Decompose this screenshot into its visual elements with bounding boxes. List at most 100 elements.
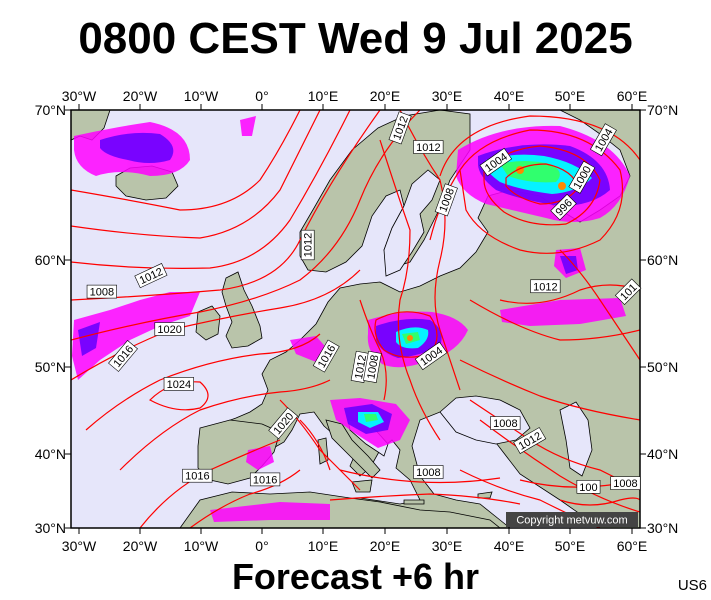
isobar-label-box	[490, 416, 521, 430]
bottom-lon-label: 30°E	[432, 538, 463, 554]
top-lon-label: 20°E	[370, 88, 401, 104]
land-cyprus	[477, 491, 493, 499]
land-ireland	[195, 305, 221, 341]
right-lat-label: 60°N	[647, 252, 678, 268]
right-lat-label: 70°N	[647, 102, 678, 118]
left-lat-label: 60°N	[35, 252, 66, 268]
copyright-badge: Copyright metvuw.com	[506, 512, 638, 527]
copyright-text: Copyright metvuw.com	[516, 515, 627, 527]
isobar-label: 1012	[300, 229, 315, 261]
isobar-label-text: 1012	[416, 142, 440, 154]
isobar-label: 1008	[490, 416, 521, 430]
isobar-label: 1008	[363, 350, 382, 383]
bottom-lon-label: 30°W	[62, 538, 97, 554]
land-crete	[403, 499, 425, 505]
top-lon-label: 50°E	[555, 88, 586, 104]
bottom-lon-label: 0°	[255, 538, 268, 554]
top-lon-label: 30°W	[62, 88, 97, 104]
isobar-label-box	[413, 465, 444, 479]
isobar-label-box	[513, 427, 547, 454]
isobar-label-text: 1012	[533, 281, 557, 293]
isobar-label-text: 1016	[253, 474, 277, 486]
isobars	[71, 110, 640, 528]
isobar-label-box	[568, 160, 596, 194]
isobar-label-box	[163, 377, 194, 391]
sea-caspian	[559, 401, 593, 477]
isobar-label-box	[576, 479, 601, 494]
isobar-label-text: 1024	[167, 379, 191, 391]
isobar-label: 1008	[86, 284, 117, 299]
top-lon-label: 30°E	[432, 88, 463, 104]
isobar-label: 1012	[413, 140, 444, 154]
isobar-label-box	[414, 341, 448, 371]
left-lat-label: 70°N	[35, 102, 66, 118]
top-lon-label: 10°W	[184, 88, 219, 104]
isobar-label: 1020	[154, 322, 185, 336]
isobar-label-box	[550, 193, 577, 221]
isobar-label-box	[388, 111, 412, 145]
isobar-label-box	[268, 407, 299, 440]
left-lat-label: 30°N	[35, 520, 66, 536]
isobar-label-box	[610, 476, 641, 490]
isobar-label: 1008	[610, 476, 641, 490]
isobar-label-box	[108, 340, 138, 372]
bottom-lon-label: 20°E	[370, 538, 401, 554]
left-lat-label: 50°N	[35, 359, 66, 375]
isobar-label-text: 1016	[185, 471, 209, 483]
isobar-label-box	[479, 147, 513, 177]
isobar-label-text: 1008	[90, 287, 114, 299]
isobar-label-box	[590, 123, 617, 157]
isobar-label-box	[300, 229, 315, 261]
left-latitude-labels: 70°N 60°N 50°N 40°N 30°N	[35, 102, 66, 536]
top-lon-label: 60°E	[617, 88, 648, 104]
right-lat-label: 50°N	[647, 359, 678, 375]
isobar-label-box	[614, 278, 642, 305]
isobar-label-box	[413, 140, 444, 154]
isobar-label-box	[134, 263, 168, 289]
isobar-label: 1012	[530, 279, 561, 294]
land-italy	[325, 419, 381, 479]
top-lon-label: 40°E	[494, 88, 525, 104]
isobar-label: 1016	[182, 468, 213, 483]
bottom-lon-label: 20°W	[123, 538, 158, 554]
isobar-label-box	[182, 468, 213, 483]
right-lat-label: 30°N	[647, 520, 678, 536]
map-frame	[70, 109, 641, 529]
isobar-label-box	[434, 183, 458, 217]
right-lat-label: 40°N	[647, 446, 678, 462]
top-lon-label: 0°	[255, 88, 268, 104]
top-lon-label: 10°E	[308, 88, 339, 104]
bottom-lon-label: 50°E	[555, 538, 586, 554]
top-lon-label: 20°W	[123, 88, 158, 104]
isobar-label-text: 1008	[416, 467, 440, 479]
isobar-label-text: 1008	[493, 418, 517, 430]
isobar-label: 100	[576, 479, 601, 494]
forecast-label: Forecast +6 hr	[231, 556, 480, 597]
tick-marks	[65, 104, 646, 534]
isobar-label-box	[154, 322, 185, 336]
sea-black	[439, 395, 531, 445]
model-code: US6	[677, 577, 707, 594]
sea-baltic	[383, 169, 441, 277]
isobar-label-box	[363, 350, 382, 383]
bottom-lon-label: 40°E	[494, 538, 525, 554]
bottom-longitude-labels: 30°W 20°W 10°W 0° 10°E 20°E 30°E 40°E 50…	[62, 538, 647, 554]
map-title: 0800 CEST Wed 9 Jul 2025	[78, 14, 633, 63]
isobar-label-box	[312, 339, 340, 373]
isobar-label-text: 100	[579, 482, 597, 494]
isobar-label: 1024	[163, 377, 194, 391]
bottom-lon-label: 10°E	[308, 538, 339, 554]
isobar-label-text: 1008	[613, 478, 637, 490]
isobar-label-box	[530, 279, 561, 294]
right-latitude-labels: 70°N 60°N 50°N 40°N 30°N	[647, 102, 678, 536]
isobar-label: 1016	[249, 472, 281, 487]
isobar-label-box	[86, 284, 117, 299]
bottom-lon-label: 60°E	[617, 538, 648, 554]
bottom-lon-label: 10°W	[184, 538, 219, 554]
isobar-label-text: 1012	[303, 233, 315, 257]
left-lat-label: 40°N	[35, 446, 66, 462]
isobar-label-box	[249, 472, 281, 487]
top-longitude-labels: 30°W 20°W 10°W 0° 10°E 20°E 30°E 40°E 50…	[62, 88, 647, 104]
isobar-label: 1008	[413, 465, 444, 479]
